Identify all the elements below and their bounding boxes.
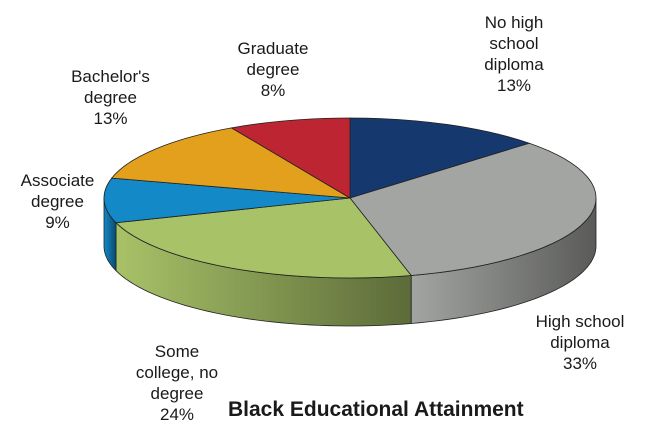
pie-slice-0 bbox=[349, 117, 531, 199]
chart-title: Black Educational Attainment bbox=[228, 398, 524, 421]
pie-slice-3 bbox=[103, 177, 351, 224]
pie-slice-2 bbox=[115, 197, 412, 279]
pie-slice-1 bbox=[349, 142, 597, 276]
slice-label-3: Associate degree 9% bbox=[20, 171, 95, 232]
slice-label-1: High school diploma 33% bbox=[535, 312, 625, 373]
pie-slice-5 bbox=[230, 117, 351, 199]
pie-slice-4 bbox=[110, 127, 351, 199]
slice-label-5: Graduate degree 8% bbox=[237, 39, 309, 100]
slice-label-4: Bachelor's degree 13% bbox=[71, 67, 150, 128]
slice-label-2: Some college, no degree 24% bbox=[135, 342, 219, 424]
pie-tops bbox=[103, 117, 597, 279]
slice-label-0: No high school diploma 13% bbox=[484, 13, 544, 95]
